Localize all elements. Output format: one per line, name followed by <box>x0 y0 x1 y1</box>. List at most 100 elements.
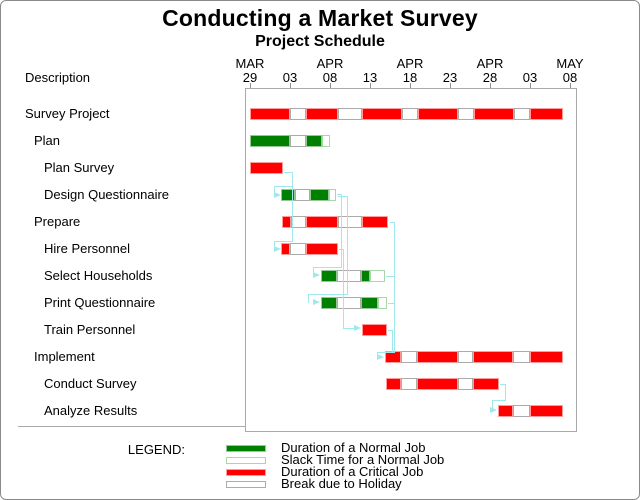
day-label: 29 <box>242 70 258 85</box>
axis-tick-mark <box>250 83 251 88</box>
legend-swatch-holiday <box>226 480 266 488</box>
month-label: APR <box>396 56 424 71</box>
task-row-label: Hire Personnel <box>44 241 130 256</box>
bar-segment-holiday <box>513 405 530 417</box>
dependency-connector <box>308 294 348 295</box>
arrowhead-icon <box>354 325 361 331</box>
axis-tick-mark <box>570 83 571 88</box>
task-row-label: Select Households <box>44 268 153 283</box>
page-title: Conducting a Market Survey <box>162 5 478 31</box>
dependency-connector <box>377 352 395 353</box>
bar-segment-critical <box>417 351 458 363</box>
dependency-connector <box>274 186 293 187</box>
bar-segment-holiday <box>458 378 473 390</box>
bar-segment-normal <box>250 135 290 147</box>
bar-segment-critical <box>362 324 387 336</box>
task-row-label: Plan <box>34 133 61 148</box>
month-label: MAR <box>235 56 265 71</box>
legend-item: Slack Time for a Normal Job <box>226 453 444 466</box>
description-bottom-rule <box>18 426 246 427</box>
dependency-connector <box>284 172 293 173</box>
bar-segment-slack <box>329 189 336 201</box>
legend-item: Duration of a Normal Job <box>226 440 426 455</box>
task-row-label: Implement <box>34 349 95 364</box>
arrowhead-icon <box>313 272 320 278</box>
bar-segment-critical <box>417 378 458 390</box>
task-row-label: Print Questionnaire <box>44 295 156 310</box>
task-row-label: Design Questionnaire <box>44 187 170 202</box>
dependency-connector <box>308 294 309 303</box>
dependency-connector <box>274 241 275 250</box>
legend-item-label: Duration of a Normal Job <box>281 440 426 455</box>
bar-segment-holiday <box>401 378 417 390</box>
dependency-connector <box>500 384 506 385</box>
bar-segment-critical <box>282 216 291 228</box>
bar-segment-holiday <box>295 189 310 201</box>
bar-segment-normal <box>361 270 370 282</box>
bar-segment-critical <box>250 162 283 174</box>
bar-segment-critical <box>362 216 388 228</box>
dependency-connector <box>339 249 344 250</box>
dependency-connector <box>388 330 393 331</box>
arrowhead-icon <box>490 407 497 413</box>
dependency-connector <box>390 222 395 223</box>
bar-segment-holiday <box>337 270 361 282</box>
bar-segment-critical <box>385 351 401 363</box>
bar-segment-holiday <box>458 108 474 120</box>
bar-segment-normal <box>281 189 295 201</box>
legend-item-label: Break due to Holiday <box>281 476 402 491</box>
bar-segment-slack <box>378 297 387 309</box>
bar-segment-holiday <box>514 108 530 120</box>
bar-segment-holiday <box>513 351 530 363</box>
dependency-connector <box>492 400 506 401</box>
month-label: MAY <box>556 56 584 71</box>
dependency-connector <box>274 186 275 196</box>
bar-segment-holiday <box>402 108 418 120</box>
arrowhead-icon <box>274 246 281 252</box>
bar-segment-holiday <box>290 243 306 255</box>
arrowhead-icon <box>274 192 281 198</box>
bar-segment-normal <box>321 270 337 282</box>
dependency-connector <box>341 194 342 268</box>
day-label: 03 <box>522 70 538 85</box>
legend-swatch-normal <box>226 444 266 452</box>
dependency-connector <box>347 196 348 295</box>
day-label: 23 <box>442 70 458 85</box>
dependency-connector <box>343 249 344 329</box>
dependency-connector <box>274 241 293 242</box>
axis-tick-mark <box>330 83 331 88</box>
column-header-description: Description <box>25 70 91 85</box>
bar-segment-critical <box>498 405 513 417</box>
task-row-label: Plan Survey <box>44 160 115 175</box>
bar-segment-normal <box>306 135 322 147</box>
day-label: 13 <box>362 70 378 85</box>
bar-segment-normal <box>310 189 329 201</box>
arrowhead-icon <box>377 354 384 360</box>
dependency-connector <box>388 303 395 304</box>
bar-segment-critical <box>281 243 290 255</box>
day-label: 18 <box>402 70 418 85</box>
legend-swatch-critical <box>226 468 266 476</box>
page-subtitle: Project Schedule <box>255 33 385 50</box>
dependency-connector <box>313 267 342 268</box>
bar-segment-normal <box>321 297 337 309</box>
bar-segment-holiday <box>338 216 362 228</box>
arrowhead-icon <box>313 299 320 305</box>
task-row-label: Survey Project <box>25 106 110 121</box>
legend-heading: LEGEND: <box>127 442 185 457</box>
month-label: APR <box>476 56 504 71</box>
dependency-connector <box>492 400 493 411</box>
axis-tick-mark <box>530 83 531 88</box>
legend-item: Break due to Holiday <box>226 476 402 491</box>
bar-segment-holiday <box>290 108 306 120</box>
axis-tick-mark <box>370 83 371 88</box>
plot-frame <box>245 88 577 432</box>
dependency-connector <box>337 194 342 195</box>
bar-segment-critical <box>418 108 458 120</box>
axis-tick-mark <box>450 83 451 88</box>
bar-segment-slack <box>322 135 330 147</box>
axis-tick-mark <box>290 83 291 88</box>
bar-segment-slack <box>370 270 385 282</box>
bar-segment-holiday <box>337 297 361 309</box>
